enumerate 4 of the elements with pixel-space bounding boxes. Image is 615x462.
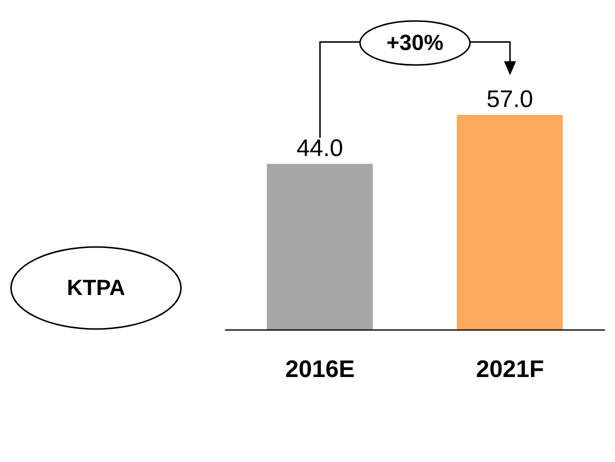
data-label: 57.0 [486, 86, 534, 113]
x-tick-label: 2016E [285, 356, 355, 384]
data-label: 44.0 [296, 134, 344, 162]
x-tick-label: 2021F [476, 356, 544, 384]
